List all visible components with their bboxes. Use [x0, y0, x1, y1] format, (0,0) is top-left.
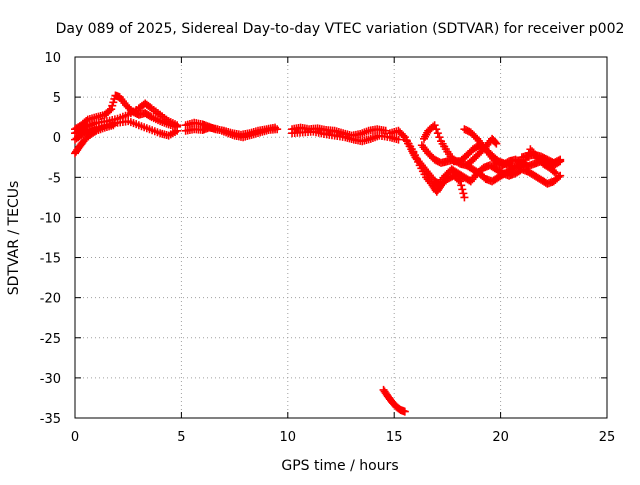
data-point: [90, 127, 99, 136]
plot-frame: [74, 56, 608, 419]
data-point: [394, 135, 403, 144]
data-point: [381, 126, 390, 135]
series-track-4: [71, 121, 118, 158]
data-point: [105, 106, 114, 115]
data-point: [556, 155, 565, 164]
data-point: [556, 171, 565, 180]
y-tick-label: -10: [40, 211, 61, 226]
data-point: [109, 121, 118, 130]
x-tick-label: 15: [386, 430, 403, 445]
x-tick-label: 20: [492, 430, 509, 445]
y-tick-labels: 10 5 0 -5 -10 -15 -20 -25 -30 -35: [40, 51, 61, 427]
chart-title: Day 089 of 2025, Sidereal Day-to-day VTE…: [56, 21, 625, 37]
x-tick-label: 0: [71, 430, 79, 445]
y-axis-label: SDTVAR / TECUs: [6, 181, 22, 296]
data-point: [435, 133, 444, 142]
y-tick-label: -30: [40, 372, 61, 387]
x-tick-label: 25: [599, 430, 616, 445]
data-point: [550, 167, 559, 176]
data-point: [459, 189, 468, 198]
series-track-6: [181, 123, 282, 142]
x-axis-label: GPS time / hours: [281, 458, 398, 474]
y-tick-label: -25: [40, 332, 61, 347]
data-point: [492, 139, 501, 148]
y-tick-label: 5: [53, 91, 61, 106]
data-point: [400, 407, 409, 416]
data-point: [173, 126, 182, 135]
data-point: [456, 177, 465, 186]
data-point: [454, 175, 463, 184]
y-tick-label: -20: [40, 292, 61, 307]
series-track-8: [288, 127, 403, 146]
y-tick-label: -35: [40, 412, 61, 427]
data-point: [399, 131, 408, 140]
y-tick-label: 0: [53, 131, 61, 146]
x-tick-label: 5: [177, 430, 185, 445]
data-point: [554, 156, 563, 165]
x-tick-labels: 0 5 10 15 20 25: [71, 430, 615, 445]
x-tick-label: 10: [280, 430, 297, 445]
data-point: [430, 121, 439, 130]
series-track-16: [379, 385, 409, 416]
data-point: [460, 193, 469, 202]
data-point: [458, 185, 467, 194]
data-point: [457, 181, 466, 190]
data-points: [71, 91, 565, 416]
y-tick-label: -15: [40, 252, 61, 267]
y-tick-label: 10: [44, 51, 61, 66]
series-track-10: [402, 137, 469, 202]
data-point: [551, 169, 560, 178]
y-tick-label: -5: [48, 171, 61, 186]
series-track-15: [517, 150, 565, 167]
data-point: [432, 125, 441, 134]
data-point: [433, 129, 442, 138]
data-point: [273, 125, 282, 134]
data-point: [491, 138, 500, 147]
data-point: [520, 159, 529, 168]
